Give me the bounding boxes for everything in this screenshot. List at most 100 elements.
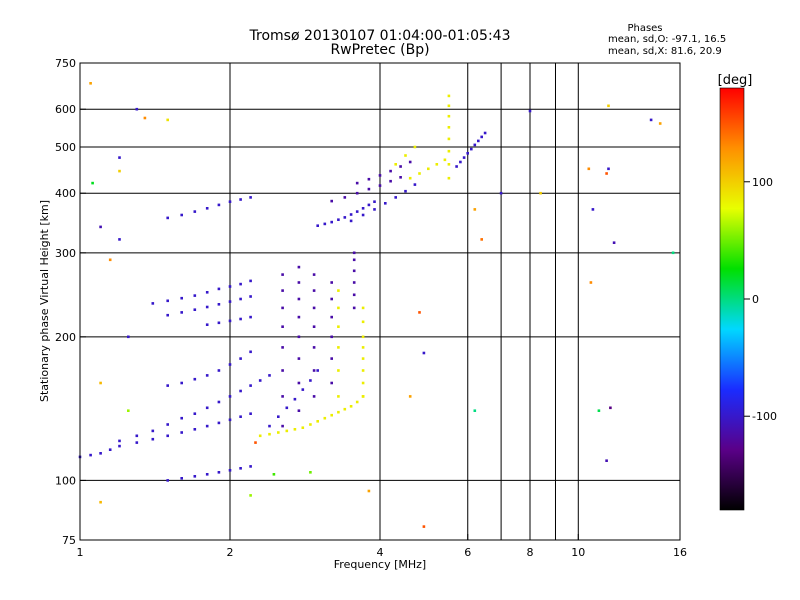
x-axis-label: Frequency [MHz] [334,558,426,571]
data-point [607,104,610,108]
data-point [108,448,112,451]
data-point [118,156,121,159]
data-point [239,357,242,360]
data-point [217,203,221,207]
data-point [228,395,232,398]
data-point [352,258,356,262]
data-point [281,306,284,310]
data-point [378,174,382,177]
data-point [193,428,197,431]
data-point [352,251,356,255]
colorbar-tick-label: 0 [752,293,759,306]
data-point [408,395,412,398]
data-point [422,525,426,528]
data-point [355,181,359,185]
data-point [217,400,221,404]
data-point [658,122,662,125]
data-point [447,126,451,129]
data-point [408,160,412,164]
data-point [373,200,376,203]
data-point [349,405,353,408]
data-point [249,315,252,319]
data-point [205,323,209,326]
data-point [330,381,333,385]
data-point [239,467,242,470]
data-point [301,426,305,429]
data-point [180,311,183,314]
data-point [462,156,466,159]
data-point [455,165,458,168]
data-point [337,410,340,414]
data-point [268,432,271,436]
data-point [349,219,353,223]
data-point [135,107,139,111]
data-point [404,154,407,157]
data-point [193,210,197,213]
data-point [89,453,92,457]
x-tick-label: 1 [77,546,84,559]
data-point [205,424,209,428]
data-point [239,317,242,321]
data-point [591,208,595,211]
data-point [330,199,333,203]
colorbar-ticks: 100 0 -100 [744,176,777,423]
tick-labels-layer: 1 2 4 6 8 10 16 75 100 200 300 400 500 600 750 [55,57,687,559]
data-point [473,409,477,412]
data-point [361,320,365,324]
data-point [193,377,197,381]
data-point [239,415,242,418]
data-point [249,494,252,497]
data-point [352,293,356,297]
data-point [337,346,340,349]
data-point [367,187,371,191]
data-point [337,325,340,328]
data-point [330,220,333,224]
data-point [361,335,365,339]
data-point [477,139,480,143]
data-point [361,369,365,372]
data-point [483,131,487,135]
data-point [180,477,183,480]
data-point [205,473,209,476]
data-point [337,218,340,221]
data-point [217,287,221,291]
data-point [447,149,451,153]
data-point [297,315,301,319]
data-point [91,181,94,185]
data-point [272,473,276,476]
data-point [480,135,483,139]
data-point [249,384,252,387]
data-point [330,297,333,301]
data-point [281,289,284,292]
y-tick-label: 75 [62,534,76,547]
data-point [277,415,280,418]
data-point [297,297,301,301]
data-point [293,397,297,401]
data-point [499,191,503,195]
data-point [671,251,675,255]
y-tick-label: 300 [55,247,76,260]
data-point [217,321,221,325]
data-point [309,423,312,426]
data-point [389,169,392,173]
data-point [597,409,601,412]
data-point [609,406,612,410]
data-point [427,167,430,171]
data-point [361,207,365,210]
data-point [205,305,209,309]
stats-line-o: mean, sd,O: -97.1, 16.5 [608,34,726,45]
data-point [447,163,451,166]
data-point [166,479,169,482]
data-point [589,281,593,284]
data-point [337,306,340,310]
data-point [355,210,359,213]
data-point [281,369,284,372]
data-point [587,167,591,171]
data-point [166,434,169,438]
data-point [180,381,183,385]
data-point [649,118,653,122]
data-point [399,176,402,179]
data-point [268,374,271,377]
data-point [239,389,242,393]
